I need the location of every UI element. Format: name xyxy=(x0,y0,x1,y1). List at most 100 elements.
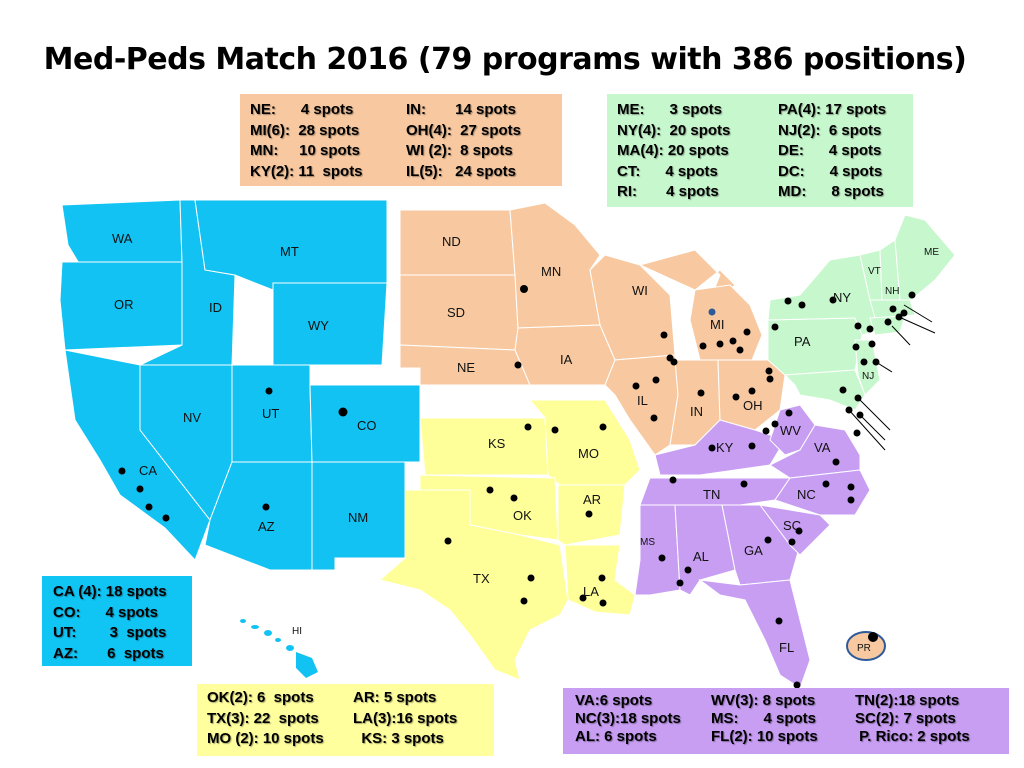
panel-row: VA:6 spots WV(3): 8 spots TN(2):18 spots xyxy=(575,692,1009,710)
panel-cell: CT: 4 spots xyxy=(617,162,718,180)
program-dot-la-2 xyxy=(579,594,587,602)
state-md-de xyxy=(783,369,866,411)
panel-cell: TN(2):18 spots xyxy=(855,692,960,709)
program-dot-pa-1 xyxy=(784,297,792,305)
label-hi: HI xyxy=(292,626,302,637)
panel-cell: CO: 4 spots xyxy=(53,603,159,621)
program-dot-il-2 xyxy=(652,376,660,384)
program-dot-oh-1 xyxy=(732,393,740,401)
program-dot-ok-2 xyxy=(510,494,518,502)
panel-row: CA (4): 18 spots xyxy=(53,582,192,603)
hawaii-islands xyxy=(240,619,318,678)
state-mi-lower xyxy=(689,284,763,361)
label-ks: KS xyxy=(488,436,506,451)
panel-cell: MD: 8 spots xyxy=(778,183,884,200)
panel-cell: LA(3):16 spots xyxy=(353,709,458,727)
state-wi xyxy=(589,254,676,361)
state-nm xyxy=(311,461,406,571)
program-dot-nc-2 xyxy=(847,483,855,491)
panel-cell: RI: 4 spots xyxy=(617,183,719,200)
label-nc: NC xyxy=(797,487,816,502)
program-dot-al-2 xyxy=(676,579,684,587)
panel-row: MI(6): 28 spots OH(4): 27 spots xyxy=(250,121,562,142)
program-dot-oh-2 xyxy=(748,387,756,395)
label-ca: CA xyxy=(139,463,157,478)
panel-cell: FL(2): 10 spots xyxy=(711,728,818,745)
state-nc xyxy=(774,469,871,516)
label-az: AZ xyxy=(258,519,275,534)
label-al: AL xyxy=(693,549,709,564)
midwest-region xyxy=(399,202,786,456)
program-dot-ut xyxy=(265,387,273,395)
program-dot-oh-3 xyxy=(765,367,773,375)
program-dot-ny-2 xyxy=(854,322,862,330)
program-dot-md-1 xyxy=(839,386,847,394)
panel-cell: DC: 4 spots xyxy=(778,162,883,180)
program-dot-al-1 xyxy=(684,566,692,574)
panel-cell: UT: 3 spots xyxy=(53,624,167,641)
panel-cell: DE: 4 spots xyxy=(778,142,882,159)
panel-row: OK(2): 6 spots AR: 5 spots xyxy=(207,688,494,709)
program-dot-in-2 xyxy=(708,444,716,452)
program-dot-mi-4 xyxy=(729,337,737,345)
program-dot-wi-1 xyxy=(660,331,668,339)
panel-row: NC(3):18 spots MS: 4 spots SC(2): 7 spots xyxy=(575,710,1009,728)
program-dot-nc-3 xyxy=(847,496,855,504)
label-sd: SD xyxy=(447,305,465,320)
label-wa: WA xyxy=(112,231,133,246)
program-dot-ma-1 xyxy=(889,305,897,313)
program-dot-tx-3 xyxy=(520,597,528,605)
program-dot-ct xyxy=(884,318,892,326)
state-labels: WA MT OR ID WY NV UT CO CA AZ NM HI ND M… xyxy=(112,231,939,655)
label-la: LA xyxy=(583,584,599,599)
program-dot-fl-2 xyxy=(793,681,801,689)
label-ut: UT xyxy=(262,406,279,421)
program-dot-ok-1 xyxy=(486,486,494,494)
panel-cell: TX(3): 22 spots xyxy=(207,709,319,727)
west-region xyxy=(59,199,421,571)
panel-cell: NY(4): 20 spots xyxy=(617,121,731,139)
label-id: ID xyxy=(209,300,222,315)
state-ms xyxy=(634,504,681,596)
program-dot-il-1 xyxy=(670,358,678,366)
label-nm: NM xyxy=(348,510,368,525)
panel-row: MO (2): 10 spots KS: 3 spots xyxy=(207,729,494,750)
label-va: VA xyxy=(814,440,831,455)
panel-cell: CA (4): 18 spots xyxy=(53,583,167,600)
program-dot-az xyxy=(262,503,270,511)
program-dot-va-1 xyxy=(853,429,861,437)
panel-cell: AR: 5 spots xyxy=(353,689,437,706)
state-wy xyxy=(272,282,388,366)
label-fl: FL xyxy=(779,640,794,655)
label-vt: VT xyxy=(868,266,881,277)
program-dot-wv-3 xyxy=(762,427,770,435)
program-dot-ny-1 xyxy=(829,296,837,304)
program-dot-ne xyxy=(514,361,522,369)
state-nj xyxy=(854,339,881,396)
panel-row: CO: 4 spots xyxy=(53,603,192,624)
state-or xyxy=(59,261,183,351)
program-dot-il-4 xyxy=(650,414,658,422)
label-in: IN xyxy=(690,404,703,419)
program-dot-ms xyxy=(658,554,666,562)
panel-cell: MO (2): 10 spots xyxy=(207,730,324,747)
panel-cell: AL: 6 spots xyxy=(575,728,657,745)
label-mi: MI xyxy=(710,317,724,332)
panel-cell: NJ(2): 6 spots xyxy=(778,121,882,139)
label-co: CO xyxy=(357,418,377,433)
program-dot-tn-1 xyxy=(669,476,677,484)
program-dot-pr xyxy=(868,632,878,642)
label-pr: PR xyxy=(857,643,871,654)
program-dot-kv xyxy=(748,442,756,450)
panel-row: AZ: 6 spots xyxy=(53,644,192,665)
midwest-spots-panel: NE: 4 spots IN: 14 spots MI(6): 28 spots O… xyxy=(240,94,562,186)
south-central-spots-panel: OK(2): 6 spots AR: 5 spots TX(3): 22 spot… xyxy=(197,684,494,756)
panel-row: NE: 4 spots IN: 14 spots xyxy=(250,100,562,121)
program-dot-me xyxy=(908,291,916,299)
program-dot-la-3 xyxy=(599,599,607,607)
program-dot-tn-2 xyxy=(740,480,748,488)
program-dot-mi-6 xyxy=(743,328,751,336)
program-dot-ca-2 xyxy=(136,485,144,493)
label-ga: GA xyxy=(744,543,763,558)
